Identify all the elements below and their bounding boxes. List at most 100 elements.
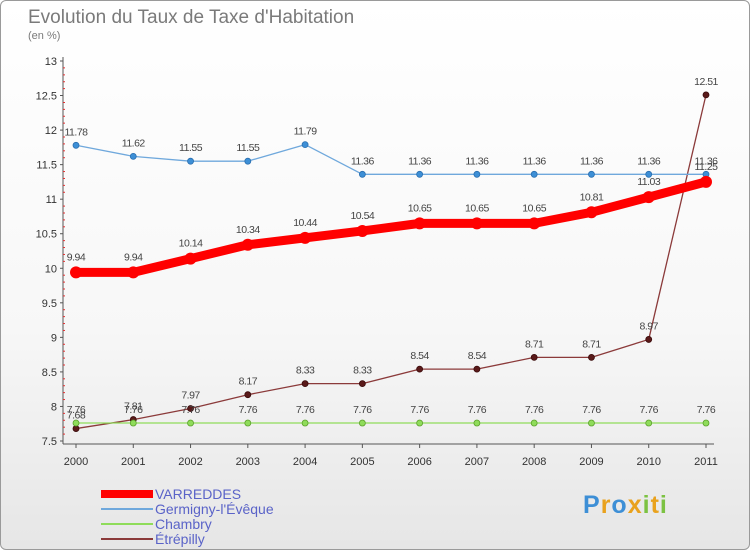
data-point [301, 380, 309, 388]
data-point [187, 419, 194, 427]
data-point [588, 353, 595, 361]
data-label: 7.76 [410, 404, 429, 416]
y-tick-label: 8 [51, 401, 57, 413]
data-point [416, 419, 424, 427]
data-point [301, 141, 309, 149]
data-point [72, 425, 80, 432]
chart-axes: 7.5 8 8.5 9 9.5 10 10.5 11 11.5 12 12.5 13 2000 2001 2… [36, 56, 718, 468]
data-label: 8.54 [410, 350, 429, 362]
data-label: 8.33 [353, 365, 372, 377]
data-label: 8.17 [239, 376, 258, 388]
data-point [72, 141, 80, 149]
data-label: 10.65 [408, 202, 432, 214]
x-tick-label: 2004 [293, 456, 317, 468]
data-label: 11.36 [695, 155, 719, 167]
x-tick-label: 2002 [178, 456, 202, 468]
legend-item: Germigny-l'Évêque [101, 502, 341, 517]
legend-item: Chambry [101, 517, 341, 532]
logo-letter: i [642, 491, 651, 519]
y-tick-label: 11 [46, 194, 57, 206]
logo-letter: P [583, 491, 601, 519]
legend-swatch [101, 523, 153, 525]
data-point [700, 175, 712, 188]
data-label: 9.94 [124, 251, 143, 263]
data-point [470, 217, 483, 230]
y-tick-label: 8.5 [42, 367, 57, 379]
x-tick-label: 2001 [121, 456, 145, 468]
data-label: 11.36 [408, 155, 432, 167]
data-point [702, 91, 710, 99]
data-label: 11.36 [637, 155, 661, 167]
proxiti-logo: Proxiti [583, 491, 668, 520]
legend-label: Chambry [155, 516, 212, 532]
x-tick-label: 2008 [522, 456, 546, 468]
data-point [528, 217, 541, 230]
chart-data-labels: 9.94 9.94 10.14 10.34 10.44 10.54 10.65 10.65 10… [65, 76, 720, 422]
legend-item: Étrépilly [101, 532, 341, 547]
data-label: 8.97 [640, 320, 659, 332]
data-point [129, 419, 137, 427]
y-tick-label: 11.5 [36, 160, 57, 172]
x-tick-label: 2003 [236, 456, 260, 468]
series-line [71, 177, 711, 277]
data-label: 10.81 [580, 191, 604, 203]
y-tick-label: 12.5 [36, 91, 57, 103]
y-tick-label: 9 [51, 332, 57, 344]
x-tick-label: 2000 [64, 456, 88, 468]
data-label: 7.81 [124, 401, 143, 413]
data-point [530, 353, 538, 361]
x-tick-label: 2009 [579, 456, 603, 468]
data-point [70, 266, 82, 279]
data-point [416, 365, 424, 373]
data-label: 7.76 [124, 404, 143, 416]
data-label: 12.51 [694, 76, 718, 88]
data-label: 8.33 [296, 365, 315, 377]
y-tick-label: 10.5 [36, 229, 57, 241]
y-tick-label: 12 [45, 125, 57, 137]
data-label: 7.76 [468, 404, 487, 416]
data-label: 10.54 [350, 210, 374, 222]
data-point [413, 217, 426, 230]
legend-label: Étrépilly [155, 531, 205, 547]
data-point [530, 419, 538, 427]
legend-item: VARREDDES [101, 487, 341, 502]
legend-label: Germigny-l'Évêque [155, 501, 274, 517]
data-label: 11.55 [236, 142, 260, 154]
data-label: 7.76 [525, 404, 544, 416]
data-point [473, 365, 481, 373]
x-tick-label: 2011 [694, 456, 718, 468]
data-point [241, 238, 254, 251]
data-label: 11.36 [351, 155, 375, 167]
data-point [645, 419, 653, 427]
data-label: 11.78 [65, 126, 89, 138]
data-point [642, 191, 655, 204]
data-label: 7.76 [67, 404, 86, 416]
data-label: 7.76 [239, 404, 258, 416]
logo-letter: t [650, 491, 660, 519]
data-label: 11.03 [637, 176, 661, 188]
data-label: 7.76 [697, 404, 716, 416]
chart-title: Evolution du Taux de Taxe d'Habitation [28, 7, 355, 28]
data-label: 11.36 [465, 155, 489, 167]
data-label: 10.65 [522, 202, 546, 214]
data-point [358, 419, 366, 427]
data-point [645, 336, 653, 343]
data-point [72, 419, 80, 427]
series-line [75, 94, 707, 430]
x-tick-label: 2006 [407, 456, 431, 468]
data-label: 10.14 [179, 238, 203, 250]
data-point [585, 206, 598, 219]
series-line [75, 143, 707, 175]
data-label: 7.68 [67, 410, 86, 422]
data-point [184, 252, 197, 265]
x-tick-label: 2007 [465, 456, 489, 468]
data-label: 7.76 [640, 404, 659, 416]
data-label: 9.94 [67, 251, 86, 263]
chart-subtitle: (en %) [28, 30, 61, 42]
data-label: 10.65 [465, 202, 489, 214]
data-point [473, 419, 481, 427]
data-label: 11.36 [523, 155, 547, 167]
data-point [244, 391, 252, 399]
